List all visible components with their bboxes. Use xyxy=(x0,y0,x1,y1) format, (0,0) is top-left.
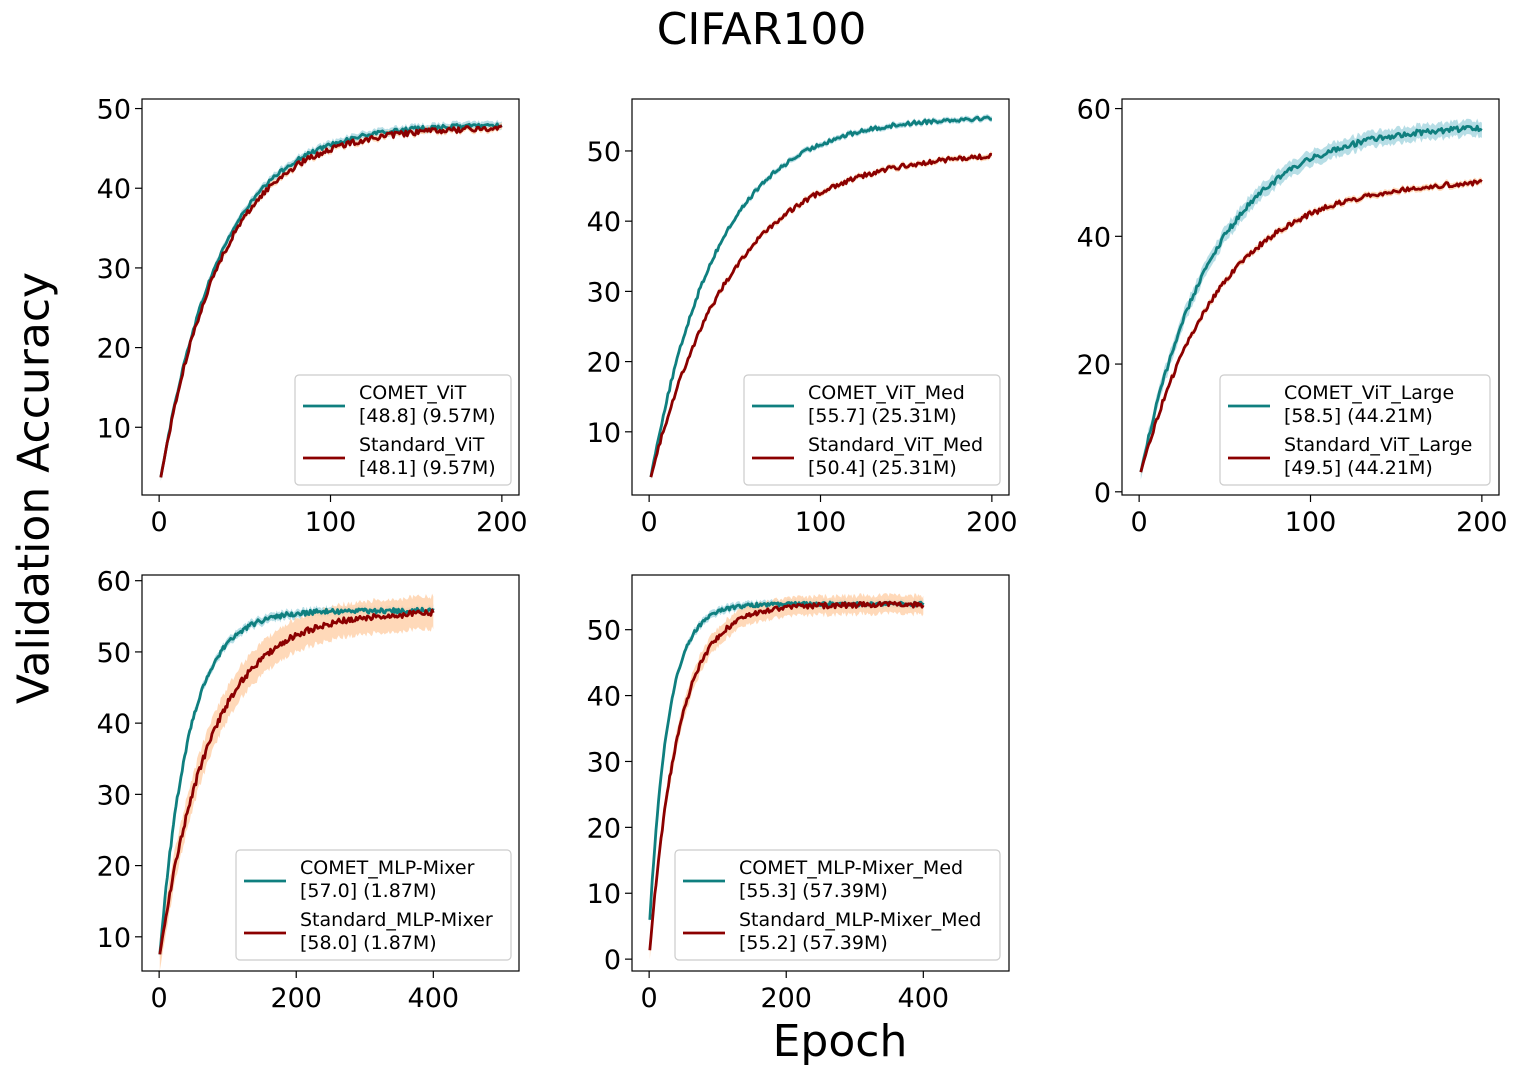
y-tick-label: 50 xyxy=(587,616,621,647)
x-tick-label: 200 xyxy=(1456,507,1508,538)
legend: COMET_MLP-Mixer_Med[55.3] (57.39M) Standa… xyxy=(674,849,1001,961)
legend-summary-standard: [58.0] (1.87M) xyxy=(300,932,437,954)
legend: COMET_ViT_Med[55.7] (25.31M) Standard_ViT… xyxy=(743,374,1001,486)
x-tick-label: 100 xyxy=(795,507,847,538)
legend-label-standard: Standard_MLP-Mixer_Med xyxy=(739,909,981,931)
legend-label-comet: COMET_ViT_Med xyxy=(808,382,965,404)
x-tick-label: 200 xyxy=(760,983,812,1014)
x-tick-label: 200 xyxy=(966,507,1018,538)
x-tick-label: 200 xyxy=(476,507,528,538)
subplot-3: 0 100 200 0 20 40 60 COMET_ViT_Large[58.5] (44.… xyxy=(1077,95,1508,538)
y-tick-label: 30 xyxy=(587,747,621,778)
legend-summary-comet: [57.0] (1.87M) xyxy=(300,880,437,902)
series-line-standard_vit_large xyxy=(1139,179,1483,473)
subplot-1: 0 100 200 10 20 30 40 50 COMET_ViT[48.8] (9.57M)… xyxy=(97,95,528,538)
legend-summary-comet: [58.5] (44.21M) xyxy=(1284,405,1433,427)
legend-box xyxy=(235,849,512,961)
series-line-standard_vit xyxy=(159,124,503,478)
series-line-comet_vit_large xyxy=(1139,124,1483,473)
plot-frame xyxy=(631,574,1010,972)
series-line-comet_mlp-mixer xyxy=(158,606,435,955)
y-tick-label: 40 xyxy=(1077,222,1111,253)
legend-summary-standard: [50.4] (25.31M) xyxy=(808,457,957,479)
y-tick-label: 10 xyxy=(587,418,621,449)
subplot-2: 0 100 200 10 20 30 40 50 COMET_ViT_Med[55.7] (25… xyxy=(587,98,1018,538)
legend-label-standard: Standard_ViT_Large xyxy=(1284,434,1472,456)
figure-title: CIFAR100 xyxy=(656,4,867,55)
legend-summary-standard: [55.2] (57.39M) xyxy=(739,932,888,954)
x-axis-label: Epoch xyxy=(772,1016,908,1067)
y-tick-label: 40 xyxy=(97,709,131,740)
y-tick-label: 40 xyxy=(587,682,621,713)
series-line-standard_mlp-mixer_med xyxy=(648,600,925,951)
x-tick-label: 400 xyxy=(408,983,460,1014)
x-tick-label: 200 xyxy=(270,983,322,1014)
y-tick-label: 50 xyxy=(97,638,131,669)
plot-frame xyxy=(141,574,520,972)
legend-label-standard: Standard_ViT_Med xyxy=(808,434,983,456)
x-tick-label: 0 xyxy=(151,983,168,1014)
y-tick-label: 20 xyxy=(587,348,621,379)
legend-box xyxy=(743,374,1001,486)
y-tick-label: 20 xyxy=(1077,350,1111,381)
legend-summary-standard: [48.1] (9.57M) xyxy=(359,457,496,479)
x-tick-label: 100 xyxy=(305,507,357,538)
subplot-5: 0 200 40001020304050COMET_MLP-Mixer_Med[55… xyxy=(587,574,1010,1014)
y-tick-label: 20 xyxy=(587,813,621,844)
legend-label-standard: Standard_MLP-Mixer xyxy=(300,909,493,931)
x-tick-label: 0 xyxy=(641,507,658,538)
legend-summary-comet: [55.3] (57.39M) xyxy=(739,880,888,902)
y-tick-label: 60 xyxy=(1077,95,1111,126)
y-tick-label: 40 xyxy=(97,174,131,205)
x-tick-label: 100 xyxy=(1285,507,1337,538)
subplot-4: 0 200 400 10 20 30 40 50 60 COMET_MLP-Mixer[57.0]… xyxy=(97,567,520,1014)
legend-summary-comet: [48.8] (9.57M) xyxy=(359,405,496,427)
legend-box xyxy=(674,849,1001,961)
series-line-comet_vit_med xyxy=(649,115,992,478)
legend-box xyxy=(1219,374,1491,486)
y-tick-label: 50 xyxy=(587,137,621,168)
y-tick-label: 20 xyxy=(97,852,131,883)
y-tick-label: 30 xyxy=(97,780,131,811)
x-tick-label: 0 xyxy=(641,983,658,1014)
legend: COMET_ViT_Large[58.5] (44.21M) Standard_V… xyxy=(1219,374,1491,486)
legend-label-comet: COMET_ViT xyxy=(359,382,467,404)
y-tick-label: 50 xyxy=(97,95,131,126)
y-tick-label: 30 xyxy=(587,277,621,308)
y-tick-label: 10 xyxy=(587,879,621,910)
legend: COMET_ViT[48.8] (9.57M) Standard_ViT[48.1… xyxy=(294,374,512,486)
y-tick-label: 0 xyxy=(1094,478,1111,509)
y-tick-label: 60 xyxy=(97,567,131,598)
x-tick-label: 0 xyxy=(151,507,168,538)
y-tick-label: 40 xyxy=(587,207,621,238)
legend-label-comet: COMET_MLP-Mixer_Med xyxy=(739,857,963,879)
series-line-standard_vit_med xyxy=(649,152,993,478)
confidence-band-standard_mlp-mixer xyxy=(159,593,434,971)
series-line-standard_mlp-mixer xyxy=(158,608,435,955)
series-line-comet_vit xyxy=(159,122,503,478)
legend-label-comet: COMET_MLP-Mixer xyxy=(300,857,475,879)
y-tick-label: 0 xyxy=(604,945,621,976)
y-tick-label: 20 xyxy=(97,334,131,365)
legend-summary-standard: [49.5] (44.21M) xyxy=(1284,457,1433,479)
y-tick-label: 10 xyxy=(97,413,131,444)
y-tick-label: 30 xyxy=(97,254,131,285)
legend-box xyxy=(294,374,512,486)
y-tick-label: 10 xyxy=(97,923,131,954)
legend: COMET_MLP-Mixer[57.0] (1.87M) Standard_ML… xyxy=(235,849,512,961)
legend-summary-comet: [55.7] (25.31M) xyxy=(808,405,957,427)
legend-label-standard: Standard_ViT xyxy=(359,434,485,456)
legend-label-comet: COMET_ViT_Large xyxy=(1284,382,1454,404)
x-tick-label: 0 xyxy=(1131,507,1148,538)
x-tick-label: 400 xyxy=(898,983,950,1014)
